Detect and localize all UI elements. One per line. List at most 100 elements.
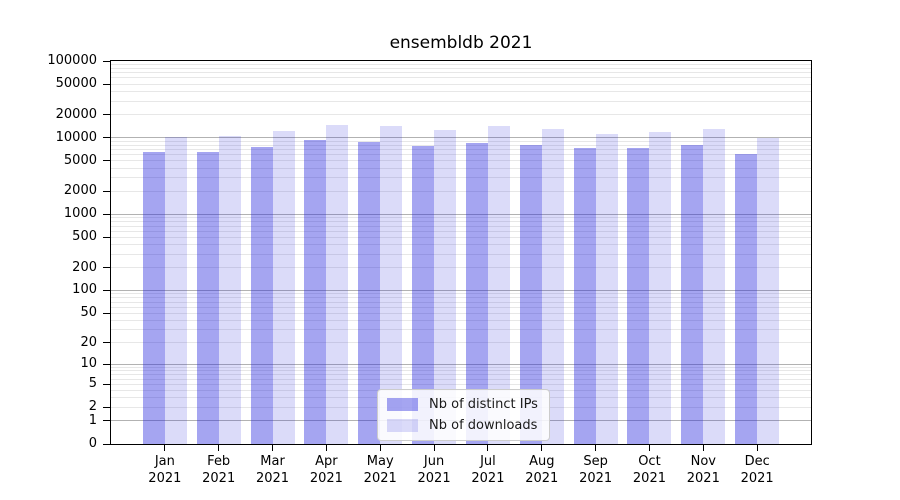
x-tick-mark: [756, 445, 758, 451]
gridline-minor: [111, 221, 811, 223]
y-tick-label: 5: [88, 376, 97, 392]
bar-nb-of-downloads-feb: [218, 135, 241, 444]
gridline-minor: [111, 383, 811, 385]
x-tick-label: Aug 2021: [525, 454, 559, 486]
y-tick-mark: [103, 83, 110, 85]
bar-nb-of-distinct-ips-sep: [573, 148, 596, 444]
bar-nb-of-downloads-jan: [164, 137, 187, 444]
y-tick-mark: [103, 60, 110, 62]
y-tick-label: 2000: [63, 183, 97, 199]
gridline-major: [111, 363, 811, 365]
legend-label-downloads: Nb of downloads: [429, 418, 538, 433]
gridline-minor: [111, 312, 811, 314]
gridline-minor: [111, 144, 811, 146]
x-tick-label: Feb 2021: [202, 454, 236, 486]
y-tick-label: 10: [80, 356, 97, 372]
gridline-minor: [111, 154, 811, 156]
bar-nb-of-distinct-ips-oct: [627, 148, 650, 444]
gridline-major: [111, 213, 811, 215]
y-tick-label: 20: [80, 334, 97, 350]
y-tick-mark: [103, 236, 110, 238]
gridline-minor: [111, 366, 811, 368]
gridline-major: [111, 289, 811, 291]
gridline-minor: [111, 148, 811, 150]
legend-swatch-distinct-ips: [387, 398, 418, 411]
y-tick-mark: [103, 289, 110, 291]
y-tick-label: 50: [80, 305, 97, 321]
x-tick-mark: [648, 445, 650, 451]
gridline-minor: [111, 100, 811, 102]
x-tick-label: Jul 2021: [471, 454, 505, 486]
bar-nb-of-downloads-aug: [541, 129, 564, 444]
y-tick-label: 100000: [47, 53, 97, 68]
bar-nb-of-distinct-ips-aug: [519, 145, 542, 444]
x-tick-mark: [702, 445, 704, 451]
bar-nb-of-downloads-dec: [757, 138, 780, 444]
gridline-minor: [111, 253, 811, 255]
x-tick-mark: [164, 445, 166, 451]
y-tick-label: 5000: [63, 152, 97, 168]
x-tick-label: Oct 2021: [632, 454, 666, 486]
gridline-minor: [111, 177, 811, 179]
bar-nb-of-downloads-nov: [703, 128, 726, 444]
x-tick-mark: [325, 445, 327, 451]
x-tick-label: Jun 2021: [417, 454, 451, 486]
bar-nb-of-distinct-ips-jun: [412, 145, 435, 444]
bar-nb-of-downloads-apr: [326, 124, 349, 444]
legend: Nb of distinct IPs Nb of downloads: [377, 389, 550, 441]
gridline-minor: [111, 319, 811, 321]
legend-swatch-downloads: [387, 419, 418, 432]
y-tick-mark: [103, 383, 110, 385]
gridline-minor: [111, 329, 811, 331]
x-tick-mark: [487, 445, 489, 451]
gridline-minor: [111, 342, 811, 344]
legend-entry-distinct-ips: Nb of distinct IPs: [387, 397, 538, 412]
bar-nb-of-downloads-jul: [487, 125, 510, 444]
x-tick-label: Sep 2021: [579, 454, 613, 486]
x-tick-mark: [272, 445, 274, 451]
gridline-minor: [111, 236, 811, 238]
y-tick-mark: [103, 160, 110, 162]
gridline-minor: [111, 230, 811, 232]
y-tick-mark: [103, 137, 110, 139]
gridline-minor: [111, 160, 811, 162]
y-tick-mark: [103, 312, 110, 314]
gridline-major: [111, 137, 811, 139]
gridline-minor: [111, 114, 811, 116]
y-tick-label: 500: [72, 229, 97, 245]
x-tick-mark: [218, 445, 220, 451]
bar-nb-of-distinct-ips-mar: [250, 146, 273, 444]
y-tick-label: 20000: [55, 106, 97, 122]
gridline-minor: [111, 244, 811, 246]
bar-nb-of-distinct-ips-apr: [304, 140, 327, 444]
y-tick-mark: [103, 267, 110, 269]
plot-area: [110, 60, 812, 445]
x-tick-label: Mar 2021: [255, 454, 290, 486]
x-tick-label: Dec 2021: [740, 454, 774, 486]
x-tick-label: Jan 2021: [148, 454, 182, 486]
legend-entry-downloads: Nb of downloads: [387, 418, 538, 433]
legend-label-distinct-ips: Nb of distinct IPs: [429, 397, 538, 412]
bar-nb-of-distinct-ips-dec: [735, 153, 758, 444]
gridline-minor: [111, 306, 811, 308]
x-tick-mark: [379, 445, 381, 451]
bar-nb-of-distinct-ips-jul: [465, 143, 488, 444]
gridline-minor: [111, 293, 811, 295]
x-tick-mark: [595, 445, 597, 451]
y-tick-mark: [103, 443, 110, 445]
bar-nb-of-downloads-jun: [434, 130, 457, 444]
gridline-minor: [111, 64, 811, 65]
bar-nb-of-distinct-ips-nov: [681, 145, 704, 444]
x-tick-mark: [541, 445, 543, 451]
gridline-minor: [111, 297, 811, 299]
bar-nb-of-downloads-may: [380, 126, 403, 444]
bar-nb-of-distinct-ips-may: [358, 141, 381, 444]
gridline-minor: [111, 167, 811, 169]
y-tick-label: 1: [88, 412, 97, 428]
gridline-minor: [111, 267, 811, 269]
y-tick-label: 1000: [63, 206, 97, 222]
x-tick-label: Nov 2021: [686, 454, 720, 486]
bar-nb-of-downloads-sep: [595, 134, 618, 444]
gridline-minor: [111, 217, 811, 219]
gridline-minor: [111, 370, 811, 372]
